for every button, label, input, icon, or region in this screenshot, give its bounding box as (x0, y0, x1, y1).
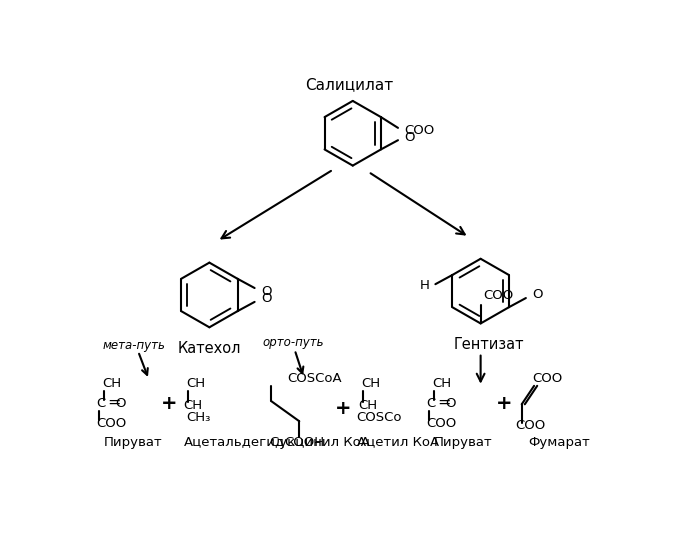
Text: +: + (161, 394, 178, 413)
Text: O: O (261, 292, 271, 305)
Text: CH: CH (186, 377, 206, 390)
Text: H: H (419, 279, 429, 292)
Text: COO: COO (96, 417, 126, 430)
Text: CH: CH (361, 377, 380, 390)
Text: Фумарат: Фумарат (528, 435, 589, 449)
Text: COSCoA: COSCoA (287, 372, 342, 385)
Text: COSCo: COSCo (357, 411, 402, 424)
Text: O: O (532, 288, 542, 302)
Text: O: O (261, 285, 271, 297)
Text: Гентизат: Гентизат (453, 337, 524, 352)
Text: Салицилат: Салицилат (305, 77, 393, 92)
Text: C: C (426, 397, 436, 410)
Text: O: O (115, 397, 125, 410)
Text: C: C (96, 397, 105, 410)
Text: CH: CH (432, 377, 451, 390)
Text: COO: COO (404, 124, 434, 138)
Text: Пируват: Пируват (104, 435, 163, 449)
Text: =: = (437, 394, 451, 409)
Text: +: + (335, 399, 351, 418)
Text: COO: COO (533, 372, 563, 385)
Text: O: O (404, 131, 415, 143)
Text: COO: COO (426, 417, 457, 430)
Text: CH₃: CH₃ (186, 411, 210, 424)
Text: CH: CH (102, 377, 122, 390)
Text: Ацетил КоА: Ацетил КоА (357, 435, 438, 449)
Text: =: = (107, 394, 121, 409)
Text: Пируват: Пируват (434, 435, 492, 449)
Text: +: + (496, 394, 512, 413)
Text: Сукцинил КоА: Сукцинил КоА (270, 435, 370, 449)
Text: Ацетальдегид: Ацетальдегид (184, 435, 285, 449)
Text: CH: CH (183, 399, 202, 411)
Text: CH: CH (358, 399, 377, 411)
Text: COO: COO (484, 289, 514, 302)
Text: O: O (445, 397, 456, 410)
Text: мета-путь: мета-путь (102, 338, 165, 351)
Text: COO: COO (516, 419, 546, 432)
Text: Катехол: Катехол (178, 341, 241, 356)
Text: орто-путь: орто-путь (262, 336, 324, 349)
Text: COOH: COOH (283, 437, 324, 449)
